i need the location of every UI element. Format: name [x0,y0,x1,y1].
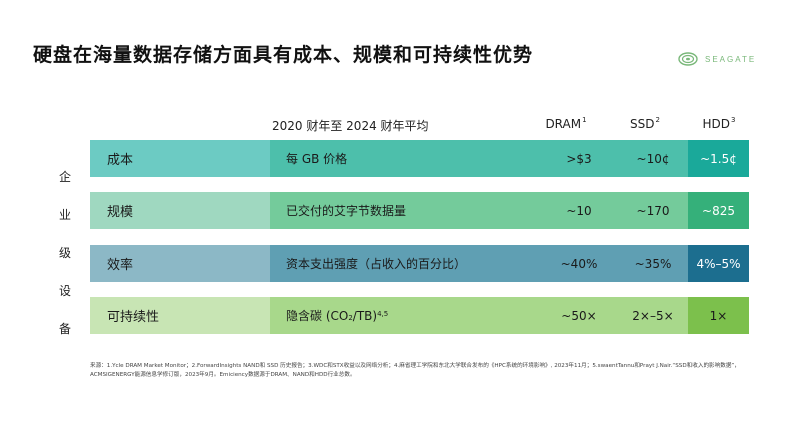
ssd-value: ~170 [618,192,688,229]
logo-text: SEAGATE [705,54,757,64]
table-row-efficiency: 效率 资本支出强度（占收入的百分比） ~40% ~35% 4%–5% [90,245,749,282]
row-metric: 资本支出强度（占收入的百分比） [270,245,540,282]
hdd-footnote-ref: 3 [731,116,736,124]
metric-footnote-ref: 4,5 [377,309,389,318]
side-label: 企 业 级 设 备 [52,168,78,337]
row-category: 成本 [90,140,270,177]
column-header-ssd: SSD2 [615,116,675,131]
dram-value: ~10 [540,192,618,229]
side-label-char: 备 [58,322,71,336]
row-metric: 隐含碳 (CO 2/TB) 4,5 [270,297,540,334]
source-footnote: 来源：1.Ycle DRAM Market Monitor；2.ForwardI… [90,363,740,378]
row-metric: 已交付的艾字节数据量 [270,192,540,229]
metric-text: 隐含碳 (CO [286,309,349,323]
metric-text-suffix: /TB) [352,308,378,323]
side-label-char: 设 [58,284,71,298]
row-category: 效率 [90,245,270,282]
side-label-char: 业 [58,208,71,222]
dram-footnote-ref: 1 [582,116,587,124]
seagate-swirl-icon [678,52,698,66]
dram-value: ~40% [540,245,618,282]
table-row-cost: 成本 每 GB 价格 >$3 ~10¢ ~1.5¢ [90,140,749,177]
ssd-label: SSD [630,117,655,131]
column-header-dram: DRAM1 [536,116,596,131]
ssd-value: 2×–5× [618,297,688,334]
hdd-label: HDD [702,117,731,131]
metric-subscript: 2 [348,313,353,322]
ssd-value: ~10¢ [618,140,688,177]
page-title: 硬盘在海量数据存储方面具有成本、规模和可持续性优势 [33,44,534,66]
hdd-value: ~825 [688,192,749,229]
row-category: 规模 [90,192,270,229]
side-label-char: 级 [58,246,71,260]
seagate-logo: SEAGATE [677,46,777,72]
column-header-hdd: HDD3 [689,116,749,131]
column-header-period: 2020 财年至 2024 财年平均 [272,119,429,133]
row-category: 可持续性 [90,297,270,334]
row-metric: 每 GB 价格 [270,140,540,177]
hdd-value: ~1.5¢ [688,140,749,177]
ssd-value: ~35% [618,245,688,282]
hdd-value: 4%–5% [688,245,749,282]
dram-value: >$3 [540,140,618,177]
dram-label: DRAM [545,117,582,131]
table-row-scale: 规模 已交付的艾字节数据量 ~10 ~170 ~825 [90,192,749,229]
hdd-value: 1× [688,297,749,334]
table-row-sustainability: 可持续性 隐含碳 (CO 2/TB) 4,5 ~50× 2×–5× 1× [90,297,749,334]
side-label-char: 企 [58,170,71,184]
dram-value: ~50× [540,297,618,334]
ssd-footnote-ref: 2 [655,116,660,124]
